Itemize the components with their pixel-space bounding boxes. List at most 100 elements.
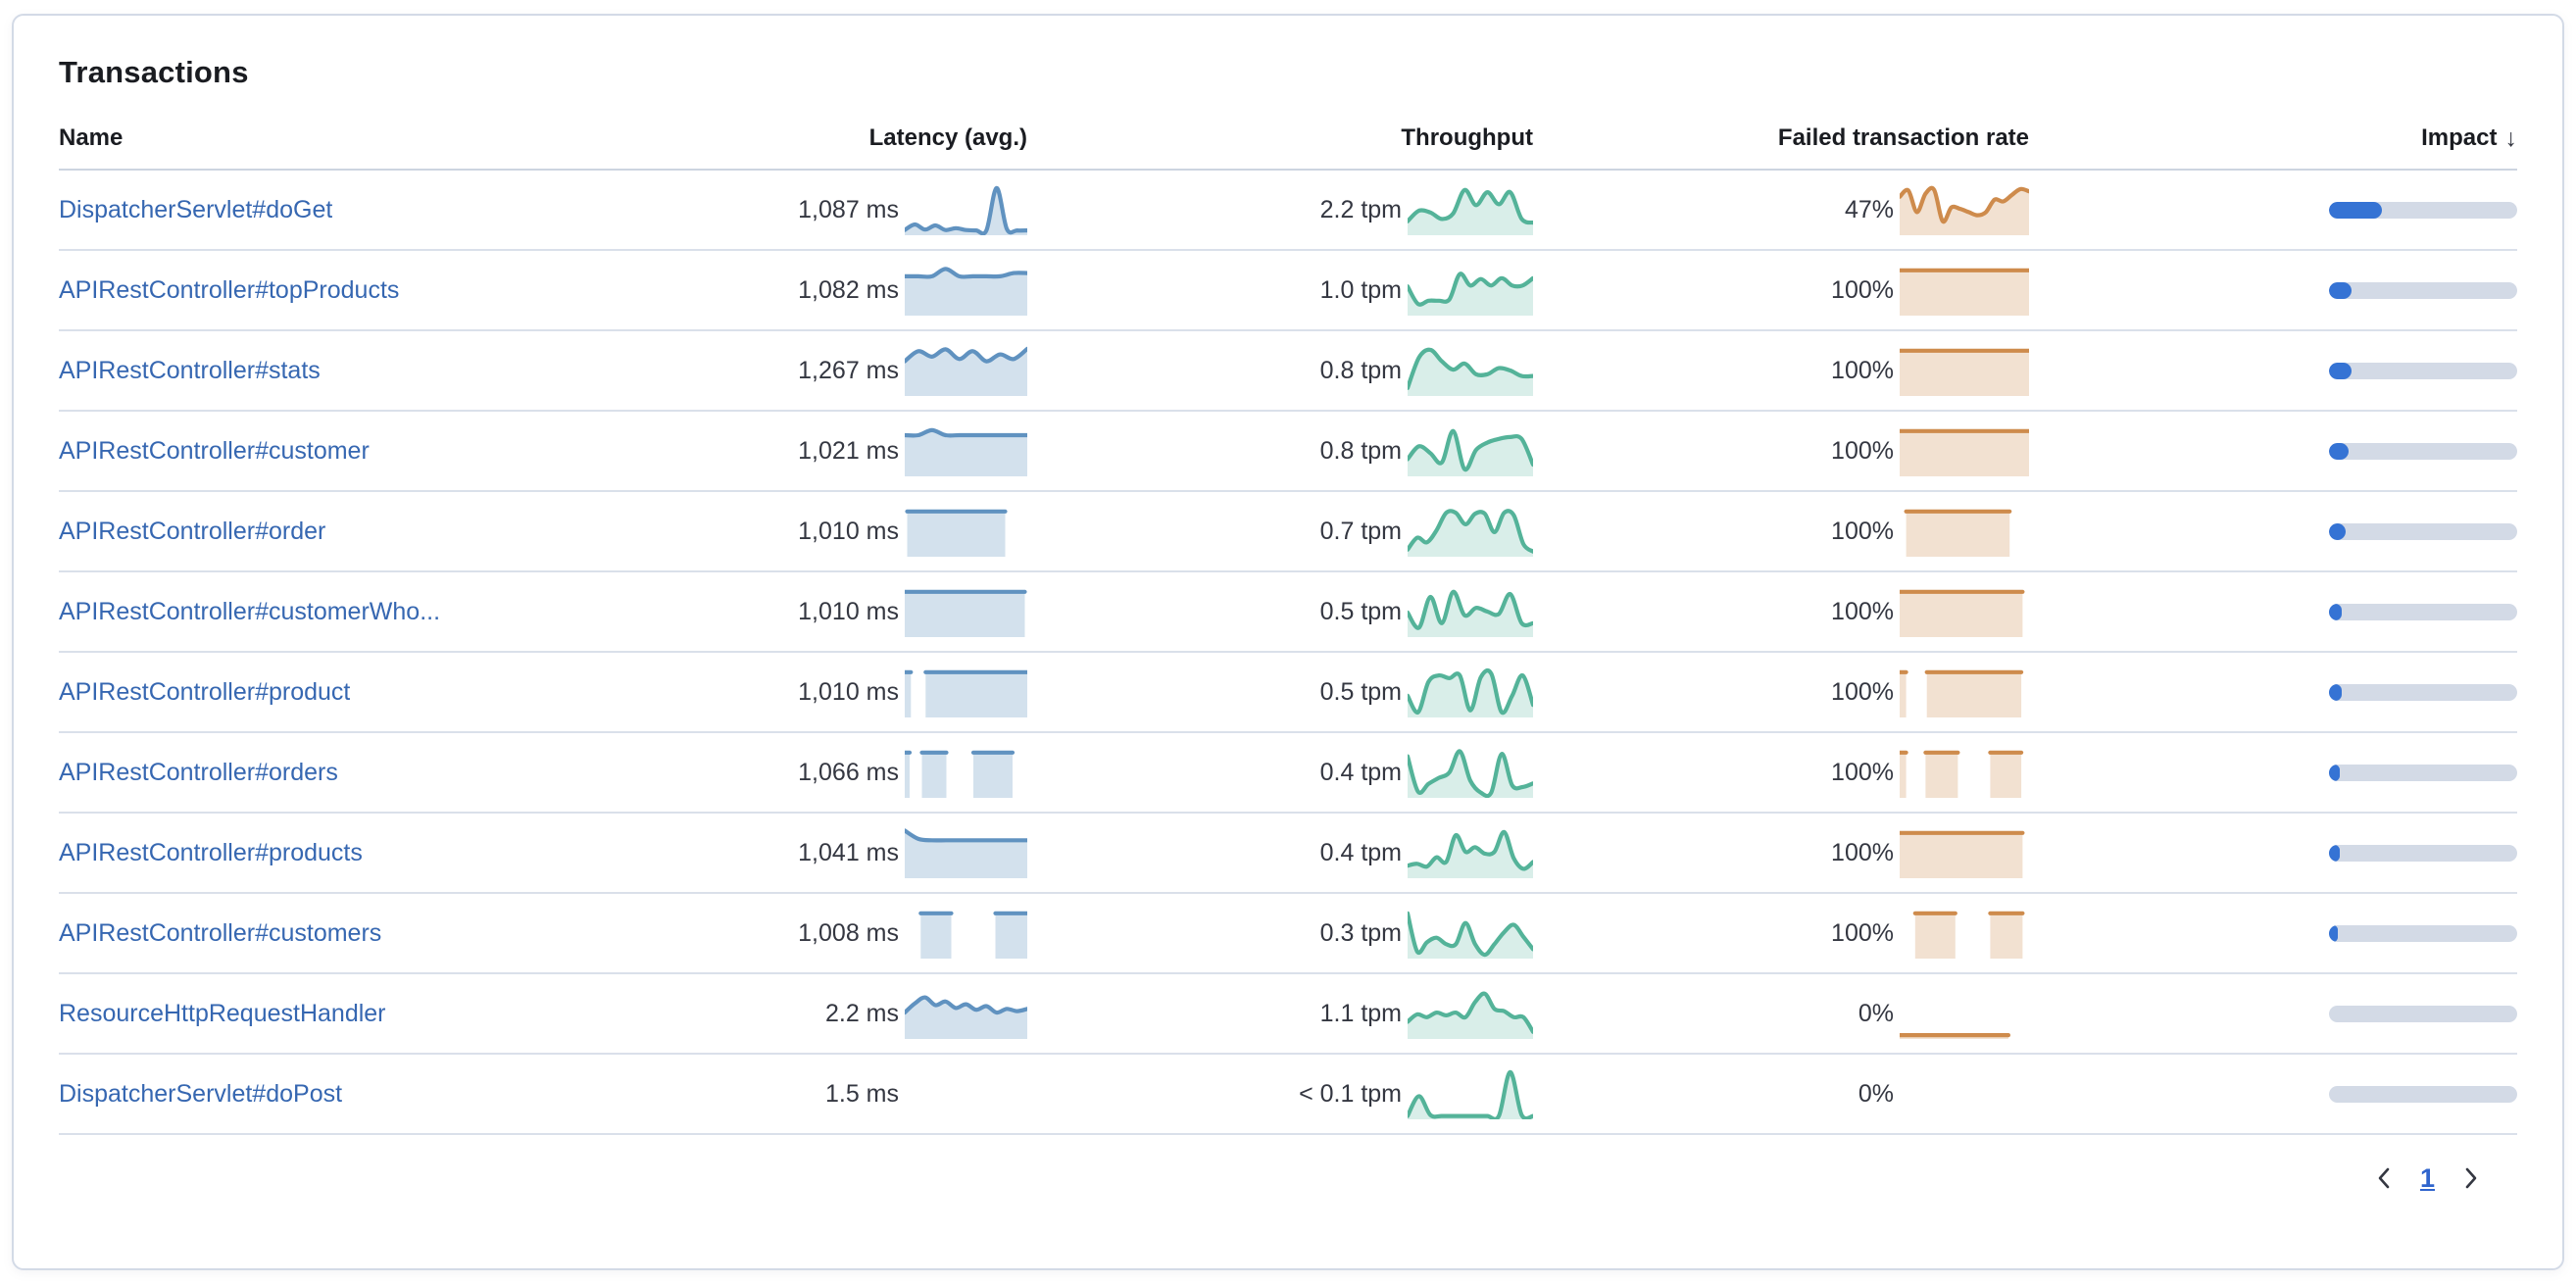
transaction-name-link[interactable]: APIRestController#order: [59, 517, 326, 545]
throughput-sparkline: [1405, 265, 1536, 316]
column-header-latency[interactable]: Latency (avg.): [868, 124, 1027, 151]
latency-value: 1,041 ms: [798, 838, 899, 866]
transactions-table: Name Latency (avg.) Throughput Failed tr…: [59, 108, 2517, 1135]
failed-rate-sparkline: [1897, 265, 2032, 316]
impact-bar-fill: [2329, 201, 2382, 219]
page-title: Transactions: [59, 55, 249, 89]
failed-rate-value: 0%: [1858, 1079, 1894, 1108]
failed-rate-value: 100%: [1831, 758, 1894, 786]
chevron-left-icon: [2378, 1167, 2390, 1189]
latency-value: 1,267 ms: [798, 356, 899, 384]
throughput-value: 0.8 tpm: [1319, 436, 1402, 465]
transactions-panel: Transactions Name Latency (avg.) Through…: [12, 14, 2564, 1270]
transaction-name-link[interactable]: APIRestController#topProducts: [59, 275, 400, 304]
latency-sparkline: [902, 586, 1027, 637]
table-row: APIRestController#product 1,010 ms 0.5 t…: [59, 653, 2517, 733]
failed-rate-value: 0%: [1858, 999, 1894, 1027]
impact-bar: [2329, 522, 2517, 540]
impact-bar-fill: [2329, 603, 2342, 620]
failed-rate-sparkline: [1897, 827, 2029, 878]
latency-sparkline: [902, 747, 1027, 798]
throughput-value: 0.3 tpm: [1319, 918, 1402, 947]
table-row: ResourceHttpRequestHandler 2.2 ms 1.1 tp…: [59, 974, 2517, 1055]
throughput-sparkline: [1405, 506, 1536, 557]
failed-rate-sparkline: [1900, 908, 2029, 959]
latency-sparkline: [902, 425, 1030, 476]
table-row: APIRestController#orders 1,066 ms 0.4 tp…: [59, 733, 2517, 814]
latency-sparkline: [905, 908, 1030, 959]
throughput-value: 0.7 tpm: [1319, 517, 1402, 545]
impact-bar: [2329, 442, 2517, 460]
table-row: DispatcherServlet#doGet 1,087 ms 2.2 tpm…: [59, 171, 2517, 251]
transaction-name-link[interactable]: APIRestController#customer: [59, 436, 370, 465]
table-body: DispatcherServlet#doGet 1,087 ms 2.2 tpm…: [59, 171, 2517, 1135]
pagination: 1: [59, 1157, 2517, 1200]
chevron-right-icon: [2465, 1167, 2477, 1189]
latency-sparkline: [902, 345, 1030, 396]
page-number-current[interactable]: 1: [2419, 1162, 2435, 1193]
failed-rate-sparkline: [1897, 184, 2032, 235]
impact-bar: [2329, 683, 2517, 701]
impact-bar: [2329, 603, 2517, 620]
latency-value: 1,010 ms: [798, 517, 899, 545]
table-row: APIRestController#customers 1,008 ms 0.3…: [59, 894, 2517, 974]
column-header-failed-rate[interactable]: Failed transaction rate: [1777, 124, 2029, 151]
latency-value: 1,066 ms: [798, 758, 899, 786]
throughput-sparkline: [1405, 667, 1536, 717]
throughput-value: 1.1 tpm: [1319, 999, 1402, 1027]
table-row: APIRestController#customerWho... 1,010 m…: [59, 572, 2517, 653]
failed-rate-value: 100%: [1831, 436, 1894, 465]
impact-bar-fill: [2329, 362, 2352, 379]
throughput-value: 0.8 tpm: [1319, 356, 1402, 384]
column-header-impact[interactable]: Impact ↓: [2029, 124, 2517, 153]
throughput-sparkline: [1405, 345, 1536, 396]
transaction-name-link[interactable]: APIRestController#customers: [59, 918, 382, 947]
throughput-value: 1.0 tpm: [1319, 275, 1402, 304]
latency-sparkline: [902, 265, 1030, 316]
table-row: APIRestController#stats 1,267 ms 0.8 tpm…: [59, 331, 2517, 412]
impact-bar-fill: [2329, 683, 2342, 701]
latency-value: 1,087 ms: [798, 195, 899, 223]
next-page-button[interactable]: [2449, 1157, 2492, 1200]
transaction-name-link[interactable]: DispatcherServlet#doGet: [59, 195, 333, 223]
table-row: APIRestController#customer 1,021 ms 0.8 …: [59, 412, 2517, 492]
failed-rate-value: 100%: [1831, 356, 1894, 384]
failed-rate-sparkline: [1897, 747, 2029, 798]
table-row: APIRestController#topProducts 1,082 ms 1…: [59, 251, 2517, 331]
latency-sparkline: [905, 506, 1027, 557]
impact-bar: [2329, 844, 2517, 862]
throughput-sparkline: [1405, 827, 1536, 878]
latency-sparkline: [902, 184, 1030, 236]
failed-rate-sparkline: [1900, 1068, 2029, 1119]
throughput-value: 0.5 tpm: [1319, 677, 1402, 706]
transaction-name-link[interactable]: APIRestController#product: [59, 677, 351, 706]
transaction-name-link[interactable]: APIRestController#orders: [59, 758, 338, 786]
latency-value: 1,010 ms: [798, 597, 899, 625]
latency-sparkline: [902, 827, 1030, 878]
table-row: APIRestController#products 1,041 ms 0.4 …: [59, 814, 2517, 894]
throughput-sparkline: [1405, 425, 1536, 476]
impact-bar-fill: [2329, 844, 2340, 862]
latency-sparkline: [902, 667, 1030, 717]
latency-value: 1.5 ms: [824, 1079, 899, 1108]
transaction-name-link[interactable]: DispatcherServlet#doPost: [59, 1079, 343, 1108]
transaction-name-link[interactable]: APIRestController#customerWho...: [59, 597, 441, 625]
impact-bar: [2329, 281, 2517, 299]
throughput-value: 0.4 tpm: [1319, 758, 1402, 786]
transaction-name-link[interactable]: APIRestController#products: [59, 838, 363, 866]
column-header-impact-label: Impact: [2421, 124, 2498, 151]
latency-value: 1,008 ms: [798, 918, 899, 947]
table-header-row: Name Latency (avg.) Throughput Failed tr…: [59, 108, 2517, 171]
latency-value: 2.2 ms: [824, 999, 899, 1027]
column-header-name[interactable]: Name: [59, 124, 124, 151]
failed-rate-value: 100%: [1831, 275, 1894, 304]
latency-value: 1,082 ms: [798, 275, 899, 304]
impact-bar: [2329, 764, 2517, 781]
previous-page-button[interactable]: [2363, 1157, 2406, 1200]
throughput-sparkline: [1405, 908, 1536, 959]
transaction-name-link[interactable]: APIRestController#stats: [59, 356, 321, 384]
transaction-name-link[interactable]: ResourceHttpRequestHandler: [59, 999, 386, 1027]
column-header-throughput[interactable]: Throughput: [1401, 124, 1533, 151]
failed-rate-value: 100%: [1831, 838, 1894, 866]
throughput-sparkline: [1405, 1068, 1536, 1121]
